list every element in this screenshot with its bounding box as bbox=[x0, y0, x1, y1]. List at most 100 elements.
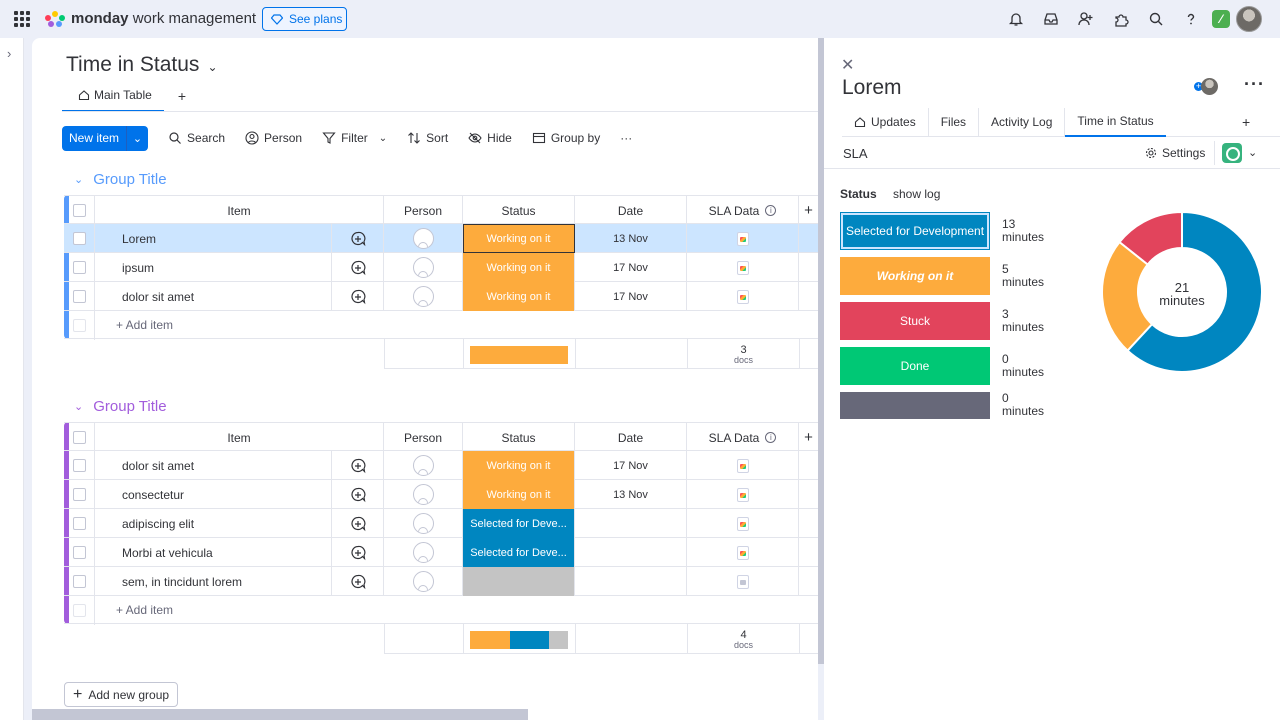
table-row[interactable]: Lorem Working on it 13 Nov bbox=[64, 224, 818, 253]
date-cell[interactable] bbox=[575, 538, 687, 567]
add-view-button[interactable]: + bbox=[177, 88, 187, 104]
column-header-item[interactable]: Item bbox=[95, 423, 384, 452]
settings-button[interactable]: Settings bbox=[1145, 146, 1205, 160]
search-icon[interactable] bbox=[1138, 0, 1173, 38]
status-cell[interactable] bbox=[463, 567, 575, 596]
start-conversation-button[interactable] bbox=[332, 480, 384, 509]
column-header-person[interactable]: Person bbox=[384, 196, 463, 225]
filter-chevron-icon[interactable]: ⌄ bbox=[378, 132, 388, 144]
person-cell[interactable] bbox=[384, 224, 463, 253]
row-checkbox-cell[interactable] bbox=[64, 480, 95, 509]
checkbox[interactable] bbox=[72, 431, 86, 444]
add-new-group-button[interactable]: + Add new group bbox=[64, 682, 179, 707]
date-cell[interactable] bbox=[575, 567, 687, 596]
donut-segment-stuck[interactable] bbox=[1118, 212, 1183, 266]
checkbox[interactable] bbox=[72, 459, 86, 472]
item-name[interactable]: ipsum bbox=[95, 253, 332, 282]
status-summary-bar[interactable] bbox=[470, 631, 568, 649]
person-cell[interactable] bbox=[384, 567, 463, 596]
table-row[interactable]: consectetur Working on it 13 Nov bbox=[64, 480, 818, 509]
person-cell[interactable] bbox=[384, 282, 463, 311]
add-subscriber-icon[interactable]: + bbox=[1194, 81, 1203, 91]
status-cell[interactable]: Working on it bbox=[463, 224, 575, 253]
status-cell[interactable]: Selected for Deve... bbox=[463, 538, 575, 567]
add-column-button[interactable]: + bbox=[804, 429, 813, 446]
date-cell[interactable]: 13 Nov bbox=[575, 224, 687, 253]
workspace-app-icon[interactable]: ⁄ bbox=[1212, 10, 1230, 28]
status-cell[interactable]: Working on it bbox=[463, 253, 575, 282]
table-row[interactable]: Morbi at vehicula Selected for Deve... bbox=[64, 538, 818, 567]
row-checkbox-cell[interactable] bbox=[64, 538, 95, 567]
doc-icon[interactable] bbox=[736, 545, 749, 560]
add-item-row[interactable]: + Add item bbox=[64, 311, 818, 340]
person-cell[interactable] bbox=[384, 509, 463, 538]
more-options-button[interactable]: ··· bbox=[620, 131, 633, 145]
sla-cell[interactable] bbox=[687, 282, 799, 311]
start-conversation-button[interactable] bbox=[332, 567, 384, 596]
column-header-status[interactable]: Status bbox=[463, 196, 575, 225]
person-cell[interactable] bbox=[384, 480, 463, 509]
status-cell[interactable]: Working on it bbox=[463, 282, 575, 311]
checkbox[interactable] bbox=[72, 261, 86, 274]
inbox-icon[interactable] bbox=[1033, 0, 1068, 38]
sla-cell[interactable] bbox=[687, 567, 799, 596]
select-all-checkbox-cell[interactable] bbox=[64, 423, 95, 452]
group-title-1[interactable]: ⌄ Group Title bbox=[74, 171, 167, 188]
date-cell[interactable]: 13 Nov bbox=[575, 480, 687, 509]
horizontal-scrollbar[interactable] bbox=[32, 709, 528, 720]
doc-icon[interactable] bbox=[736, 516, 749, 531]
time-tracking-app-icon[interactable] bbox=[1222, 143, 1242, 163]
table-row[interactable]: dolor sit amet Working on it 17 Nov bbox=[64, 282, 818, 311]
checkbox[interactable] bbox=[72, 546, 86, 559]
board-title[interactable]: Time in Status ⌄ bbox=[66, 53, 218, 77]
person-cell[interactable] bbox=[384, 538, 463, 567]
date-cell[interactable] bbox=[575, 509, 687, 538]
add-item-label[interactable]: + Add item bbox=[116, 318, 174, 332]
hide-button[interactable]: Hide bbox=[468, 131, 512, 145]
column-header-item[interactable]: Item bbox=[95, 196, 384, 225]
item-title[interactable]: Lorem bbox=[842, 76, 902, 99]
info-icon[interactable]: i bbox=[765, 432, 777, 443]
doc-icon[interactable] bbox=[736, 289, 749, 304]
sort-button[interactable]: Sort bbox=[407, 131, 448, 145]
add-item-row[interactable]: + Add item bbox=[64, 596, 818, 625]
item-name[interactable]: sem, in tincidunt lorem bbox=[95, 567, 332, 596]
group-by-button[interactable]: Group by bbox=[532, 131, 600, 145]
doc-icon[interactable] bbox=[736, 260, 749, 275]
sla-cell[interactable] bbox=[687, 253, 799, 282]
search-button[interactable]: Search bbox=[168, 131, 225, 145]
show-log-link[interactable]: show log bbox=[893, 187, 941, 201]
table-row[interactable]: adipiscing elit Selected for Deve... bbox=[64, 509, 818, 538]
sla-cell[interactable] bbox=[687, 451, 799, 480]
sla-cell[interactable] bbox=[687, 538, 799, 567]
group-collapse-chevron-icon[interactable]: ⌄ bbox=[74, 401, 84, 413]
date-cell[interactable]: 17 Nov bbox=[575, 451, 687, 480]
tab-updates[interactable]: Updates bbox=[842, 107, 929, 137]
column-header-date[interactable]: Date bbox=[575, 196, 687, 225]
item-name[interactable]: consectetur bbox=[95, 480, 332, 509]
checkbox[interactable] bbox=[72, 517, 86, 530]
close-icon[interactable]: ✕ bbox=[841, 57, 855, 74]
column-header-date[interactable]: Date bbox=[575, 423, 687, 452]
add-column-button[interactable]: + bbox=[804, 202, 813, 219]
doc-icon[interactable] bbox=[736, 574, 749, 589]
person-cell[interactable] bbox=[384, 451, 463, 480]
add-tab-button[interactable]: + bbox=[1242, 114, 1251, 130]
start-conversation-button[interactable] bbox=[332, 451, 384, 480]
sla-cell[interactable] bbox=[687, 224, 799, 253]
item-name[interactable]: Lorem bbox=[95, 224, 332, 253]
status-summary-bar[interactable] bbox=[470, 346, 568, 364]
subscribers[interactable]: + bbox=[1194, 78, 1218, 95]
row-checkbox-cell[interactable] bbox=[64, 451, 95, 480]
help-icon[interactable] bbox=[1173, 0, 1208, 38]
item-name[interactable]: dolor sit amet bbox=[95, 451, 332, 480]
chevron-down-icon[interactable]: ⌄ bbox=[1248, 147, 1258, 159]
item-name[interactable]: dolor sit amet bbox=[95, 282, 332, 311]
row-checkbox-cell[interactable] bbox=[64, 224, 95, 253]
person-cell[interactable] bbox=[384, 253, 463, 282]
bell-icon[interactable] bbox=[998, 0, 1033, 38]
filter-button[interactable]: Filter ⌄ bbox=[322, 131, 387, 145]
tab-files[interactable]: Files bbox=[929, 107, 980, 137]
doc-icon[interactable] bbox=[736, 231, 749, 246]
apps-puzzle-icon[interactable] bbox=[1103, 0, 1138, 38]
